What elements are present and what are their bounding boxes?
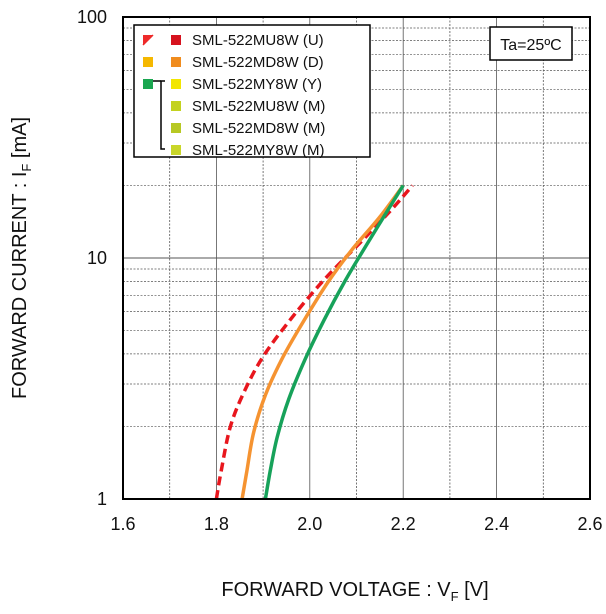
legend-label: SML-522MU8W (M) xyxy=(192,98,325,115)
annotation-box xyxy=(489,26,573,61)
legend-swatch-right xyxy=(171,57,181,67)
legend-swatch-right xyxy=(171,35,181,45)
plot-frame xyxy=(122,16,591,500)
legend-swatch-left xyxy=(143,57,153,67)
y-tick-label: 10 xyxy=(87,248,107,268)
x-axis-title-unit: [V] xyxy=(459,579,489,601)
legend-swatch-right xyxy=(171,79,181,89)
x-axis-title: FORWARD VOLTAGE : VF [V] xyxy=(221,579,488,604)
x-tick-label: 2.0 xyxy=(297,514,322,534)
x-tick-label: 2.4 xyxy=(484,514,509,534)
legend-swatch-right xyxy=(171,101,181,111)
legend-swatch-left xyxy=(143,79,153,89)
y-tick-label: 1 xyxy=(97,489,107,509)
x-axis-title-main: FORWARD VOLTAGE : V xyxy=(221,579,451,601)
y-axis-title: FORWARD CURRENT : IF [mA] xyxy=(9,117,34,399)
legend-swatch-hatch-line xyxy=(142,34,154,46)
legend-swatch-right xyxy=(171,123,181,133)
series-line-2 xyxy=(240,184,405,500)
legend-label: SML-522MU8W (U) xyxy=(192,32,324,49)
x-tick-label: 2.6 xyxy=(577,514,602,534)
x-tick-label: 1.6 xyxy=(110,514,135,534)
y-axis-title-unit: [mA] xyxy=(9,117,31,164)
legend-label: SML-522MY8W (M) xyxy=(192,142,325,159)
tick-labels: 1.6 1.8 2.0 2.2 2.4 2.6 1 10 100 xyxy=(77,7,603,534)
legend-label: SML-522MD8W (M) xyxy=(192,120,325,137)
y-axis-title-main: FORWARD CURRENT : I xyxy=(9,172,31,399)
legend-box xyxy=(133,24,371,158)
legend-label: SML-522MY8W (Y) xyxy=(192,76,322,93)
series-layer xyxy=(214,184,414,500)
x-tick-label: 1.8 xyxy=(204,514,229,534)
x-axis-title-sub: F xyxy=(451,589,459,604)
legend-swatch-right xyxy=(171,145,181,155)
y-tick-label: 100 xyxy=(77,7,107,27)
series-line-3 xyxy=(263,184,405,500)
y-axis-title-sub: F xyxy=(19,164,34,172)
legend-label: SML-522MD8W (D) xyxy=(192,54,324,71)
legend: SML-522MU8W (U) SML-522MD8W (D) SML-522MY8… xyxy=(133,24,371,159)
legend-bracket xyxy=(160,80,165,150)
x-tick-label: 2.2 xyxy=(391,514,416,534)
annotation-text: Ta=25ºC xyxy=(500,37,561,54)
